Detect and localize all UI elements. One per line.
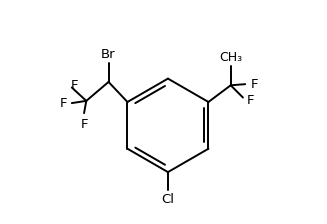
Text: F: F xyxy=(80,118,88,131)
Text: Cl: Cl xyxy=(162,193,174,206)
Text: CH₃: CH₃ xyxy=(219,51,242,64)
Text: F: F xyxy=(70,79,78,92)
Text: Br: Br xyxy=(101,48,116,61)
Text: F: F xyxy=(246,94,254,107)
Text: F: F xyxy=(60,97,67,110)
Text: F: F xyxy=(251,78,258,91)
